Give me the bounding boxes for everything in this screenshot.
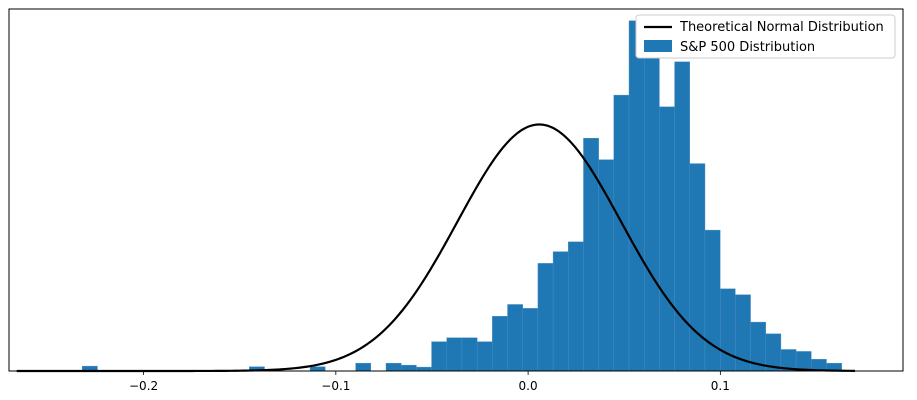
legend-box xyxy=(635,14,896,59)
x-tick-label: 0.0 xyxy=(519,379,538,393)
histogram-bar xyxy=(659,106,675,372)
histogram-bar xyxy=(689,163,706,372)
histogram-bar xyxy=(795,351,812,372)
histogram-bar xyxy=(704,229,721,372)
histogram-bar xyxy=(719,288,736,372)
histogram-bar xyxy=(416,366,432,372)
histogram-bar xyxy=(507,304,523,372)
histogram-bar xyxy=(461,337,478,372)
histogram-bar xyxy=(568,241,584,372)
x-axis-ticks: −0.2 −0.1 0.0 0.1 xyxy=(129,371,730,393)
histogram-bars xyxy=(82,20,842,372)
histogram-bar xyxy=(522,308,539,372)
x-tick-label: −0.1 xyxy=(321,379,350,393)
histogram-bar xyxy=(401,364,417,372)
histogram-bar xyxy=(446,337,463,372)
histogram-bar xyxy=(431,341,447,372)
legend-label-sp500: S&P 500 Distribution xyxy=(680,40,815,55)
legend-label-normal: Theoretical Normal Distribution xyxy=(679,20,884,35)
legend: Theoretical Normal Distribution S&P 500 … xyxy=(635,14,896,59)
histogram-bar xyxy=(598,159,615,372)
histogram-bar xyxy=(476,341,493,372)
legend-bar-swatch xyxy=(644,40,672,52)
histogram-bar xyxy=(355,362,372,372)
histogram-bar xyxy=(492,316,508,372)
histogram-bar xyxy=(628,20,645,372)
axes-frame xyxy=(8,8,904,372)
histogram-bar xyxy=(583,137,599,372)
histogram-bar xyxy=(552,251,569,372)
x-tick-label: −0.2 xyxy=(129,379,158,393)
histogram-bar xyxy=(385,362,402,372)
histogram-bar xyxy=(644,51,660,372)
histogram-bar xyxy=(537,263,554,372)
histogram-bar xyxy=(309,366,326,372)
x-tick-label: 0.1 xyxy=(711,379,730,393)
